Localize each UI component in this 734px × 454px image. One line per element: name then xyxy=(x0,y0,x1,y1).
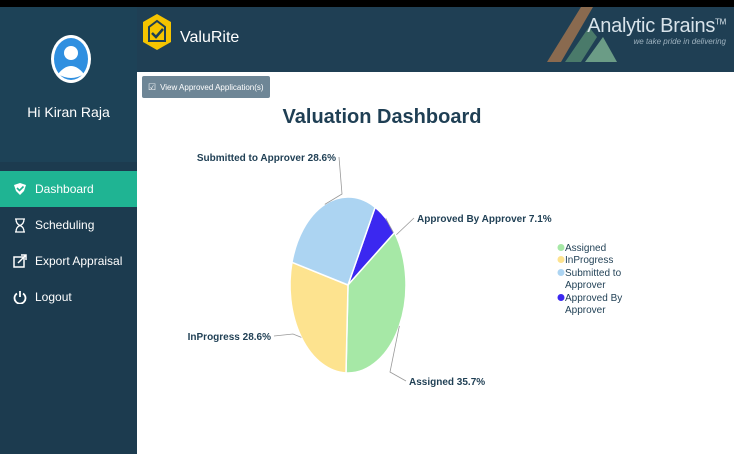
sidebar-item-export-appraisal[interactable]: Export Appraisal xyxy=(0,243,137,279)
top-header: ValuRite Analytic BrainsTM we take pride… xyxy=(137,7,734,72)
pie-data-label: Submitted to Approver 28.6% xyxy=(197,153,336,164)
view-approved-applications-button[interactable]: ☑ View Approved Application(s) xyxy=(142,76,270,98)
brand-name: Analytic Brains xyxy=(587,15,716,37)
flag-icon xyxy=(12,181,28,197)
export-icon xyxy=(12,253,28,269)
legend-swatch xyxy=(557,256,565,263)
legend-label[interactable]: Submitted to xyxy=(565,268,622,279)
sidebar-item-label: Scheduling xyxy=(35,218,95,232)
legend-label[interactable]: Assigned xyxy=(565,243,606,254)
sidebar-item-logout[interactable]: Logout xyxy=(0,279,137,315)
sidebar-item-label: Logout xyxy=(35,290,72,304)
pie-leader-line xyxy=(324,156,343,205)
pie-slice-submitted-to-approver[interactable] xyxy=(291,196,377,286)
brand-block: Analytic BrainsTM we take pride in deliv… xyxy=(587,15,726,46)
sidebar-item-scheduling[interactable]: Scheduling xyxy=(0,207,137,243)
valurite-logo-icon xyxy=(143,14,171,50)
legend-swatch xyxy=(557,269,565,276)
legend-swatch xyxy=(557,294,565,301)
pie-leader-line xyxy=(389,325,407,382)
top-strip xyxy=(0,0,734,7)
valuation-pie-chart: Approved By Approver 7.1% Assigned 35.7% I… xyxy=(188,153,623,388)
sidebar-menu: Dashboard Scheduling Export Appraisal Lo… xyxy=(0,171,137,315)
view-button-label: View Approved Application(s) xyxy=(160,82,264,92)
sidebar-item-label: Dashboard xyxy=(35,182,94,196)
hourglass-icon xyxy=(12,217,28,233)
pie-data-label: Approved By Approver 7.1% xyxy=(417,214,552,225)
check-square-icon: ☑ xyxy=(148,81,157,92)
sidebar-item-label: Export Appraisal xyxy=(35,254,123,268)
app-name: ValuRite xyxy=(180,29,240,46)
main-content: ☑ View Approved Application(s) Valuation… xyxy=(137,72,734,454)
legend-label[interactable]: InProgress xyxy=(565,255,613,266)
page-title: Valuation Dashboard xyxy=(282,106,482,128)
analytic-brains-mark-icon xyxy=(547,7,617,62)
sidebar: Hi Kiran Raja Dashboard Scheduling Expor… xyxy=(0,7,137,454)
pie-slice-assigned[interactable] xyxy=(345,231,407,374)
legend-label-line2: Approver xyxy=(565,305,606,316)
power-icon xyxy=(12,289,28,305)
pie-leader-line xyxy=(273,333,302,338)
profile-panel: Hi Kiran Raja xyxy=(0,7,137,162)
pie-data-label: InProgress 28.6% xyxy=(188,332,271,343)
legend-swatch xyxy=(557,244,565,251)
legend-label[interactable]: Approved By xyxy=(565,293,622,304)
pie-data-label: Assigned 35.7% xyxy=(409,377,485,388)
user-greeting: Hi Kiran Raja xyxy=(27,104,110,120)
avatar xyxy=(51,35,91,83)
legend-label-line2: Approver xyxy=(565,280,606,291)
brand-tagline: we take pride in delivering xyxy=(633,37,727,46)
pie-slice-inprogress[interactable] xyxy=(289,261,349,374)
sidebar-item-dashboard[interactable]: Dashboard xyxy=(0,171,137,207)
brand-trademark: TM xyxy=(715,17,726,27)
